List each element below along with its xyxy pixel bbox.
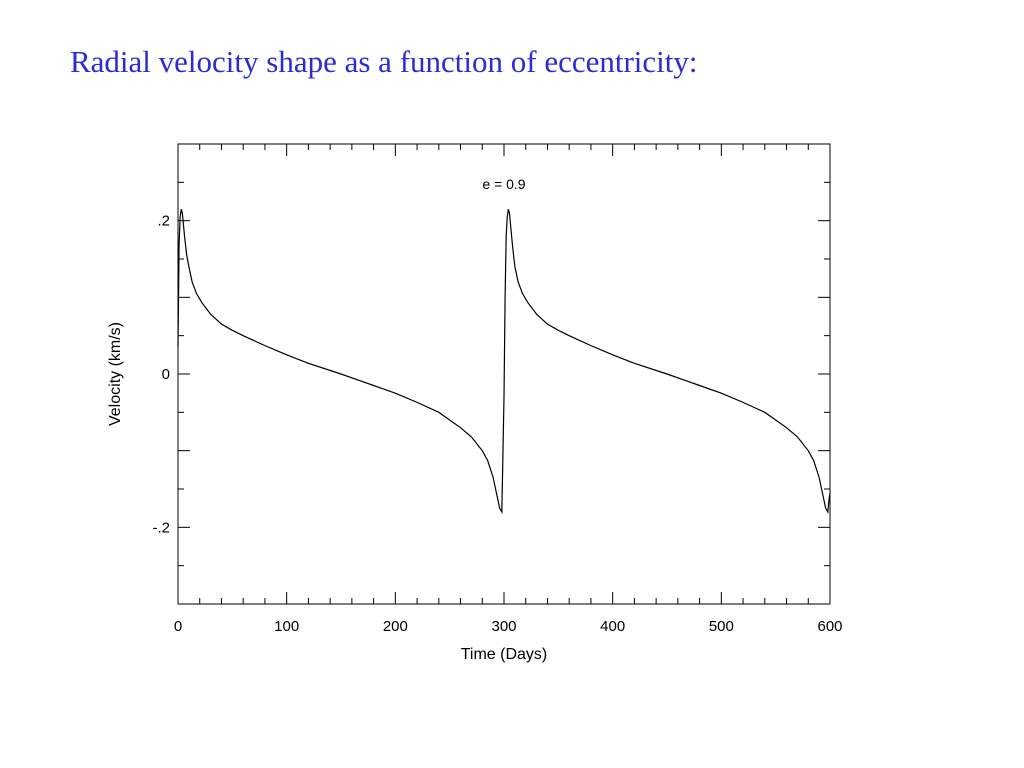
y-axis-label: Velocity (km/s) — [107, 322, 124, 426]
tick-labels: 0 100 200 300 400 500 600 -.2 0 .2 — [152, 213, 842, 635]
x-tick-label: 600 — [817, 618, 842, 635]
x-tick-label: 500 — [709, 618, 734, 635]
eccentricity-annotation: e = 0.9 — [482, 176, 525, 192]
x-tick-label: 400 — [600, 618, 625, 635]
x-axis-label: Time (Days) — [461, 646, 548, 663]
x-tick-label: 100 — [274, 618, 299, 635]
slide-title: Radial velocity shape as a function of e… — [70, 44, 698, 79]
x-tick-label: 0 — [174, 618, 182, 635]
y-tick-label: .2 — [157, 213, 170, 230]
x-tick-label: 200 — [383, 618, 408, 635]
velocity-curve — [177, 209, 831, 515]
tick-marks — [177, 143, 831, 605]
x-tick-label: 300 — [491, 618, 516, 635]
y-tick-label: -.2 — [152, 519, 170, 536]
y-tick-label: 0 — [162, 366, 170, 383]
